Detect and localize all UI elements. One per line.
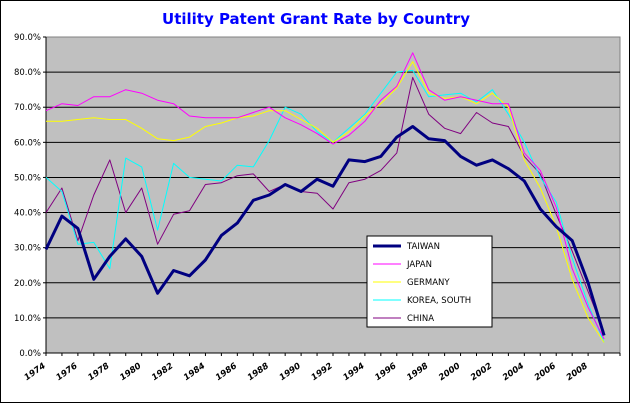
- x-tick-label: 1976: [54, 361, 79, 383]
- x-tick-label: 1994: [341, 361, 366, 383]
- y-tick-label: 70.0%: [14, 103, 41, 113]
- x-tick-label: 1992: [310, 361, 335, 383]
- y-tick-label: 10.0%: [14, 314, 41, 324]
- x-tick-label: 1990: [278, 361, 303, 383]
- y-tick-label: 50.0%: [14, 173, 41, 183]
- x-tick-label: 1996: [373, 361, 398, 383]
- x-tick-label: 2008: [565, 361, 590, 383]
- x-tick-label: 1984: [182, 361, 207, 383]
- legend-label: GERMANY: [407, 278, 450, 288]
- plot-area: [45, 36, 621, 354]
- x-tick-label: 1974: [23, 361, 48, 383]
- x-tick-label: 2002: [469, 361, 494, 383]
- y-tick-label: 90.0%: [14, 33, 41, 43]
- series-line-taiwan: [44, 125, 606, 336]
- legend-label: KOREA, SOUTH: [407, 296, 471, 306]
- legend-label: TAIWAN: [406, 242, 440, 252]
- legend-label: CHINA: [407, 314, 434, 324]
- x-tick-label: 2006: [533, 361, 558, 383]
- x-tick-label: 1978: [86, 361, 111, 383]
- y-tick-label: 40.0%: [14, 209, 41, 219]
- x-tick-label: 1998: [405, 361, 430, 383]
- series-line-korea-south: [45, 69, 605, 343]
- x-tick-label: 1982: [150, 361, 175, 383]
- legend-label: JAPAN: [406, 260, 432, 270]
- series-line-china: [45, 76, 605, 333]
- chart-title: Utility Patent Grant Rate by Country: [162, 10, 470, 28]
- y-tick-label: 20.0%: [14, 279, 41, 289]
- y-tick-label: 30.0%: [14, 244, 41, 254]
- series-line-germany: [46, 61, 605, 343]
- y-tick-label: 80.0%: [14, 68, 41, 78]
- x-tick-label: 1986: [214, 361, 239, 383]
- x-tick-label: 2004: [501, 361, 526, 383]
- y-tick-label: 60.0%: [14, 138, 41, 148]
- x-tick-label: 1980: [118, 361, 143, 383]
- x-tick-label: 2000: [437, 361, 462, 383]
- x-tick-label: 1988: [246, 361, 271, 383]
- series-line-japan: [45, 52, 605, 340]
- y-tick-label: 0.0%: [19, 349, 41, 359]
